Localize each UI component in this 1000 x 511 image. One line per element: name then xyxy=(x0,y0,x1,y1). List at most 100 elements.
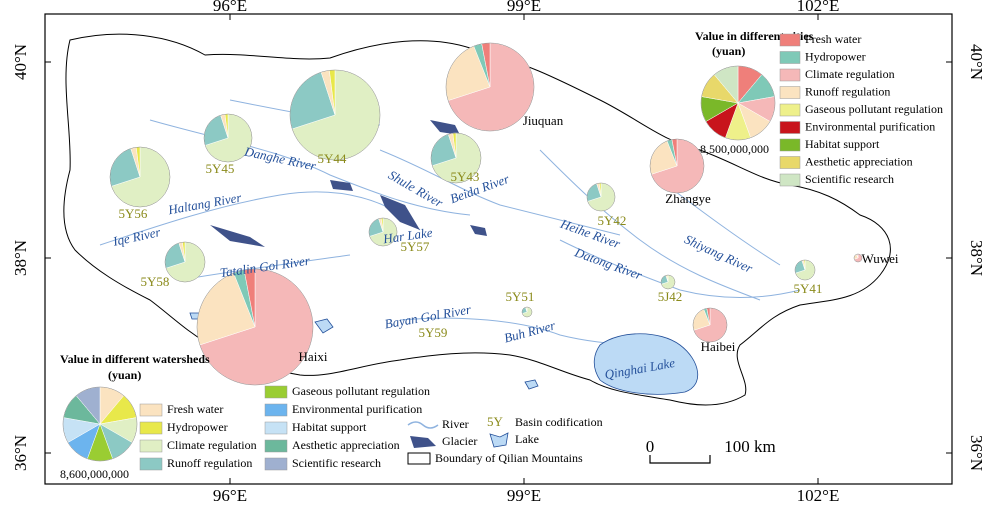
pie-outline xyxy=(109,146,171,208)
basin-label: 5Y45 xyxy=(206,161,235,176)
legend-label: Scientific research xyxy=(292,456,381,470)
legend-swatch xyxy=(779,68,801,82)
lakes xyxy=(189,312,699,395)
city-label: Haixi xyxy=(299,349,328,364)
lat-label: 40°N xyxy=(967,44,986,80)
legend-swatch xyxy=(264,439,288,453)
legend-label: River xyxy=(442,417,469,431)
pie-outline xyxy=(62,386,138,462)
legend-swatch xyxy=(779,156,801,169)
pie-outline xyxy=(445,42,535,132)
lon-label: 102°E xyxy=(797,486,840,505)
glacier xyxy=(380,195,420,230)
legend-swatch xyxy=(139,403,163,417)
legend-label: Environmental purification xyxy=(805,119,935,133)
legend-boundary xyxy=(407,452,431,465)
legend-label: Basin codification xyxy=(515,415,603,429)
legend-river xyxy=(407,421,439,429)
scale-bar xyxy=(649,455,711,464)
legend-title: (yuan) xyxy=(712,44,745,58)
glacier xyxy=(430,120,460,135)
legend-label: Fresh water xyxy=(167,402,223,416)
basin-label: 5Y56 xyxy=(119,206,148,221)
legend-swatch xyxy=(264,421,288,435)
pie-outline xyxy=(649,138,705,194)
basin-label: 5Y42 xyxy=(598,213,627,228)
pie-outline xyxy=(203,113,253,163)
legend-label: Hydropower xyxy=(805,49,866,63)
pie-outline xyxy=(660,274,676,290)
legend-label: Runoff regulation xyxy=(167,456,252,470)
legend-swatch xyxy=(779,138,801,152)
legend-label: Glacier xyxy=(442,434,477,448)
lon-label: 96°E xyxy=(213,486,247,505)
basin-label: 5Y51 xyxy=(506,289,535,304)
legend-swatch xyxy=(779,121,801,134)
lon-label: 96°E xyxy=(213,0,247,15)
legend-label: Fresh water xyxy=(805,32,861,46)
legend-label: Lake xyxy=(515,432,539,446)
lon-label: 99°E xyxy=(507,0,541,15)
legend-label: Climate regulation xyxy=(805,67,895,81)
legend-swatch xyxy=(779,33,801,47)
legend-swatch xyxy=(139,439,163,453)
legend-label: Habitat support xyxy=(292,420,367,434)
pie-outline xyxy=(586,182,616,212)
pie-outline xyxy=(700,65,776,141)
lat-label: 38°N xyxy=(11,240,30,276)
legend-label: Habitat support xyxy=(805,137,880,151)
river xyxy=(179,254,351,281)
legend-swatch xyxy=(264,385,288,399)
legend-label: Gaseous pollutant regulation xyxy=(292,384,430,398)
legend-swatch xyxy=(779,103,801,117)
lat-label: 36°N xyxy=(11,435,30,471)
river xyxy=(559,239,801,298)
legend-swatch xyxy=(264,457,288,471)
pie-outline xyxy=(368,217,398,247)
legend-title: (yuan) xyxy=(108,368,141,382)
basin-label: 5J42 xyxy=(658,289,683,304)
city-label: Jiuquan xyxy=(523,113,564,128)
basin-label: 5Y44 xyxy=(318,151,347,166)
pie-outline xyxy=(692,307,728,343)
pie-outline xyxy=(430,132,482,184)
legend-title: Value in different watersheds xyxy=(60,352,210,366)
legend-label: Scientific research xyxy=(805,172,894,186)
city-label: Zhangye xyxy=(665,191,711,206)
scale-label: 100 km xyxy=(724,437,775,456)
basin-label: 5Y43 xyxy=(451,169,480,184)
legend-scale: 8,600,000,000 xyxy=(60,467,129,481)
legend-glacier xyxy=(410,436,436,448)
legend-code: 5Y xyxy=(487,414,504,429)
legend-swatch xyxy=(139,421,163,435)
qinghai-lake xyxy=(593,333,699,395)
legend-swatch xyxy=(779,86,801,99)
river xyxy=(379,149,621,236)
lon-label: 102°E xyxy=(797,0,840,15)
lat-label: 36°N xyxy=(967,435,986,471)
glacier xyxy=(330,180,353,191)
lake xyxy=(314,318,334,334)
legend-label: Runoff regulation xyxy=(805,84,890,98)
legend-label: Aesthetic appreciation xyxy=(292,438,400,452)
glacier xyxy=(470,225,487,236)
basin-label: 5Y59 xyxy=(419,325,448,340)
basin-label: 5Y57 xyxy=(401,239,430,254)
legend-label: Hydropower xyxy=(167,420,228,434)
legend-label: Environmental purification xyxy=(292,402,422,416)
legend-label: Climate regulation xyxy=(167,438,257,452)
river xyxy=(539,149,761,301)
glacier xyxy=(210,225,265,247)
city-label: Wuwei xyxy=(861,251,898,266)
basin-label: 5Y41 xyxy=(794,281,823,296)
river-label: Har Lake xyxy=(381,225,433,247)
pie-outline xyxy=(521,306,533,318)
legend-scale: 8,500,000,000 xyxy=(700,142,769,156)
scale-label: 0 xyxy=(646,437,655,456)
legend-label: Aesthetic appreciation xyxy=(805,154,913,168)
legend-swatch xyxy=(139,457,163,471)
lake xyxy=(524,379,539,390)
lon-label: 99°E xyxy=(507,486,541,505)
legend-swatch xyxy=(264,403,288,417)
